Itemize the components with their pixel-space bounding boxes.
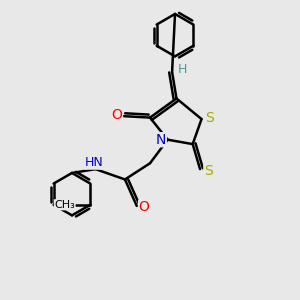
Text: CH₃: CH₃ — [54, 200, 75, 210]
Text: S: S — [204, 164, 213, 178]
Text: S: S — [206, 111, 214, 124]
Text: O: O — [112, 108, 122, 122]
Text: HN: HN — [85, 156, 104, 169]
Text: O: O — [139, 200, 149, 214]
Text: H: H — [178, 62, 187, 76]
Text: N: N — [156, 133, 166, 147]
